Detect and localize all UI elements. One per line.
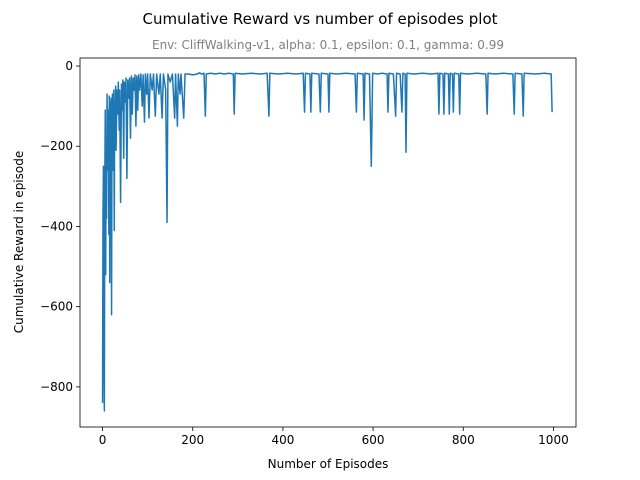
x-tick-label: 400 bbox=[271, 433, 294, 447]
y-tick-label: −600 bbox=[40, 300, 73, 314]
chart-subtitle: Env: CliffWalking-v1, alpha: 0.1, epsilo… bbox=[152, 38, 504, 52]
y-tick-label: −200 bbox=[40, 139, 73, 153]
y-tick-label: −400 bbox=[40, 219, 73, 233]
plot-background bbox=[80, 58, 576, 427]
plot-area bbox=[79, 57, 577, 428]
x-tick-label: 1000 bbox=[538, 433, 569, 447]
x-tick-label: 800 bbox=[452, 433, 475, 447]
ticks-layer: 0 200 400 600 800 1000 0 −200 −400 −600 −800 bbox=[40, 59, 569, 447]
series-line-0 bbox=[101, 72, 553, 412]
chart-title: Cumulative Reward vs number of episodes … bbox=[143, 10, 498, 28]
y-tick-label: −800 bbox=[40, 380, 73, 394]
y-axis-label: Cumulative Reward in episode bbox=[12, 151, 26, 334]
plot-frame bbox=[79, 57, 577, 428]
x-tick-label: 600 bbox=[362, 433, 385, 447]
series-layer bbox=[101, 72, 553, 412]
x-axis-label: Number of Episodes bbox=[268, 457, 389, 471]
y-tick-label: 0 bbox=[65, 59, 73, 73]
x-tick-label: 0 bbox=[99, 433, 107, 447]
x-tick-label: 200 bbox=[181, 433, 204, 447]
